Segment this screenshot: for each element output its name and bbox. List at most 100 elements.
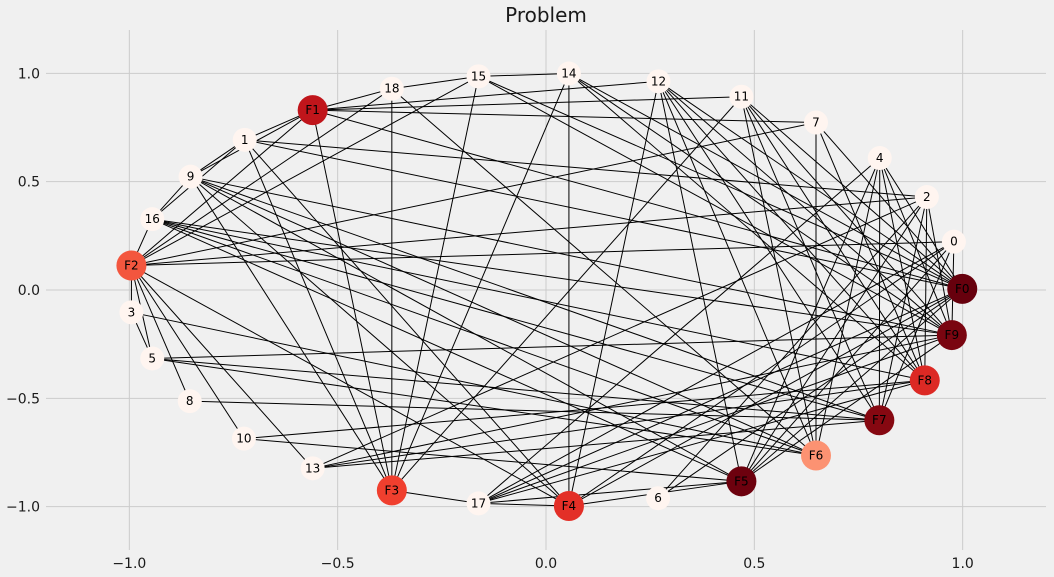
node-label: 6 bbox=[654, 491, 662, 505]
edge-2-13 bbox=[312, 196, 928, 469]
node-marker bbox=[914, 185, 939, 210]
edge-8-F7 bbox=[189, 400, 880, 421]
node-marker bbox=[947, 273, 978, 304]
node-16: 16 bbox=[140, 207, 165, 232]
node-label: F6 bbox=[809, 449, 824, 463]
edge-15-F3 bbox=[391, 76, 479, 491]
node-F6: F6 bbox=[801, 440, 831, 471]
edge-12-F7 bbox=[658, 81, 880, 421]
node-F8: F8 bbox=[909, 365, 940, 396]
edge-F1-7 bbox=[312, 109, 817, 124]
node-label: 12 bbox=[651, 74, 666, 88]
edge-17-F9 bbox=[478, 334, 953, 504]
node-label: F3 bbox=[385, 483, 400, 497]
node-F7: F7 bbox=[864, 405, 895, 436]
edge-17-F8 bbox=[478, 379, 925, 504]
node-label: 3 bbox=[128, 305, 136, 319]
node-marker bbox=[466, 491, 491, 516]
edge-9-F5 bbox=[190, 176, 742, 482]
edge-10-F8 bbox=[243, 379, 925, 440]
edge-11-F6 bbox=[740, 96, 817, 456]
node-marker bbox=[729, 84, 754, 109]
node-4: 4 bbox=[867, 146, 892, 171]
edge-15-F9 bbox=[478, 75, 953, 336]
edge-2-1 bbox=[244, 139, 927, 198]
node-8: 8 bbox=[177, 389, 202, 414]
edge-2-F2 bbox=[131, 196, 927, 267]
edge-17-F5 bbox=[478, 480, 742, 504]
node-label: 15 bbox=[471, 69, 486, 83]
edge-0-17 bbox=[478, 241, 955, 504]
edge-13-F8 bbox=[312, 379, 925, 469]
edge-16-F7 bbox=[152, 218, 880, 421]
edge-F2-F4 bbox=[131, 265, 570, 507]
node-5: 5 bbox=[140, 346, 165, 371]
edge-F2-10 bbox=[130, 265, 245, 439]
edge-2-6 bbox=[657, 196, 928, 499]
edge-13-F7 bbox=[312, 419, 880, 469]
node-label: F2 bbox=[124, 259, 139, 273]
edge-11-F3 bbox=[391, 96, 742, 491]
node-14: 14 bbox=[556, 61, 581, 86]
node-label: 10 bbox=[236, 432, 251, 446]
node-marker bbox=[178, 164, 203, 189]
node-label: 11 bbox=[734, 90, 749, 104]
node-marker bbox=[646, 69, 671, 94]
edge-0-F7 bbox=[878, 241, 955, 421]
node-label: 17 bbox=[471, 496, 486, 510]
x-axis-ticks: −1.0 −0.5 0.0 0.5 1.0 bbox=[112, 556, 973, 572]
y-tick-label: −0.5 bbox=[6, 391, 40, 407]
edge-1-F3 bbox=[244, 139, 393, 491]
node-F4: F4 bbox=[553, 491, 584, 522]
node-label: F4 bbox=[562, 499, 577, 513]
edge-F5-F0 bbox=[741, 288, 963, 482]
edge-7-F2 bbox=[131, 122, 817, 267]
node-marker bbox=[300, 456, 325, 481]
node-marker bbox=[801, 440, 831, 471]
node-13: 13 bbox=[300, 456, 325, 481]
node-18: 18 bbox=[379, 76, 404, 101]
x-tick-label: −1.0 bbox=[112, 556, 146, 572]
node-marker bbox=[726, 466, 757, 497]
edge-2-F5 bbox=[740, 196, 928, 482]
node-1: 1 bbox=[232, 127, 257, 152]
edge-0-F2 bbox=[131, 241, 954, 267]
node-F5: F5 bbox=[726, 466, 757, 497]
node-label: F7 bbox=[872, 413, 887, 427]
node-label: 8 bbox=[186, 394, 194, 408]
node-marker bbox=[864, 405, 895, 436]
edge-14-F8 bbox=[568, 73, 926, 381]
y-axis-ticks: 1.0 0.5 0.0 −0.5 −1.0 bbox=[6, 66, 40, 515]
edge-F2-8 bbox=[130, 265, 191, 402]
edge-14-F0 bbox=[568, 73, 963, 290]
edge-F4-F0 bbox=[568, 288, 963, 507]
edge-F5-F9 bbox=[741, 334, 953, 482]
edge-2-F7 bbox=[878, 196, 928, 421]
edge-4-17 bbox=[478, 157, 881, 504]
edge-15-F2 bbox=[131, 75, 479, 266]
node-marker bbox=[231, 426, 256, 451]
edge-13-F9 bbox=[312, 334, 952, 469]
node-marker bbox=[116, 250, 147, 281]
edge-9-F9 bbox=[190, 176, 952, 336]
edge-5-F6 bbox=[152, 357, 817, 457]
chart-title: Problem bbox=[505, 3, 587, 27]
edge-F2-F1 bbox=[131, 109, 313, 266]
node-F0: F0 bbox=[947, 273, 978, 304]
node-label: 4 bbox=[876, 151, 884, 165]
node-9: 9 bbox=[178, 164, 203, 189]
y-tick-label: 0.5 bbox=[18, 175, 40, 191]
edge-F2-13 bbox=[131, 265, 314, 469]
edge-15-14 bbox=[478, 73, 569, 77]
x-tick-label: 0.0 bbox=[535, 556, 557, 572]
edge-F3-F1 bbox=[312, 110, 393, 491]
node-marker bbox=[177, 389, 202, 414]
node-marker bbox=[556, 61, 581, 86]
edge-2-F8 bbox=[924, 197, 928, 381]
node-marker bbox=[804, 110, 828, 135]
edge-12-F0 bbox=[658, 80, 963, 290]
edge-F2-18 bbox=[131, 88, 393, 266]
edge-16-F6 bbox=[152, 218, 817, 457]
node-label: 13 bbox=[305, 461, 320, 475]
node-7: 7 bbox=[804, 110, 828, 135]
